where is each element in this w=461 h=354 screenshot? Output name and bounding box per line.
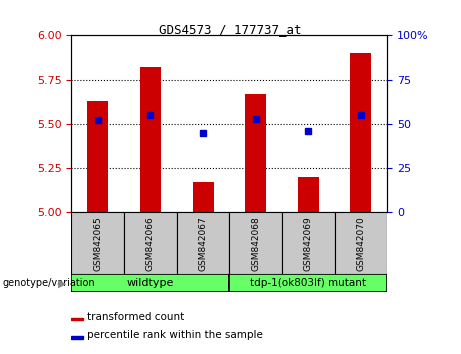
Bar (177, 212, 229, 274)
Text: GSM842069: GSM842069 (304, 216, 313, 271)
Text: GSM842066: GSM842066 (146, 216, 155, 271)
Text: ▶: ▶ (58, 278, 66, 288)
Text: GDS4573 / 177737_at: GDS4573 / 177737_at (159, 23, 302, 36)
Bar (245, 94, 266, 212)
Bar (71, 336, 83, 339)
Bar (298, 177, 319, 212)
Bar (350, 53, 372, 212)
Bar (71, 212, 124, 274)
Bar (229, 212, 282, 274)
Bar (193, 182, 213, 212)
Bar (335, 212, 387, 274)
Text: GSM842070: GSM842070 (356, 216, 366, 271)
Text: genotype/variation: genotype/variation (2, 278, 95, 288)
Bar (87, 101, 108, 212)
Bar (282, 212, 335, 274)
Text: wildtype: wildtype (127, 278, 174, 288)
Text: GSM842065: GSM842065 (93, 216, 102, 271)
Bar (71, 274, 229, 292)
Bar (124, 212, 177, 274)
Text: transformed count: transformed count (87, 312, 184, 322)
Text: tdp-1(ok803lf) mutant: tdp-1(ok803lf) mutant (250, 278, 366, 288)
Text: percentile rank within the sample: percentile rank within the sample (87, 330, 263, 341)
Bar (140, 67, 161, 212)
Text: GSM842067: GSM842067 (199, 216, 207, 271)
Bar (229, 274, 387, 292)
Text: GSM842068: GSM842068 (251, 216, 260, 271)
Bar (71, 318, 83, 320)
